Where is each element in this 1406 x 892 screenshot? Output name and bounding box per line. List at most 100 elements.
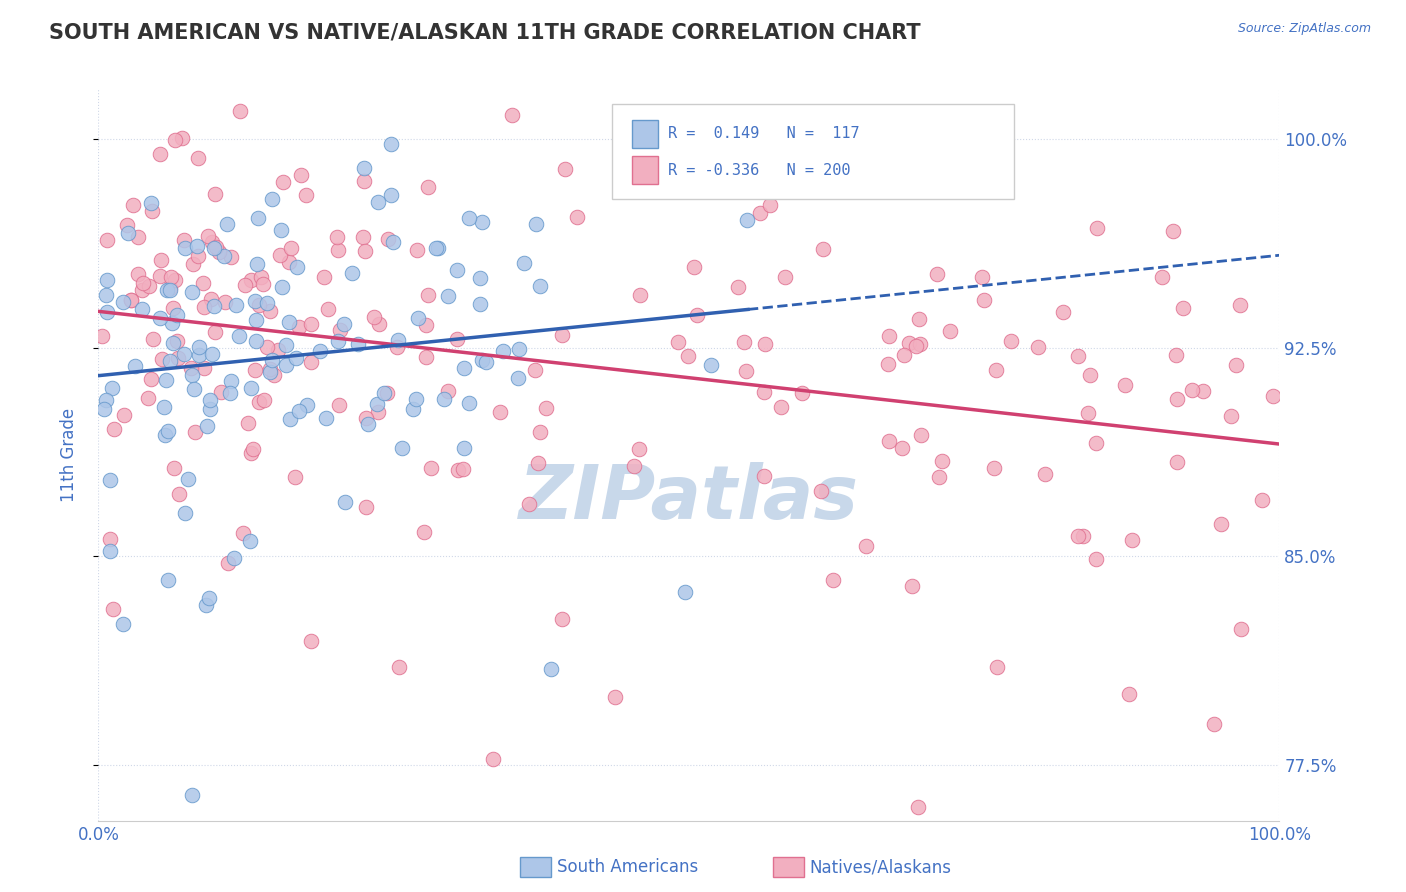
Point: [193, 300, 215, 314]
Point: [183, 382, 205, 396]
Point: [1166, 392, 1188, 406]
Point: [1000, 334, 1022, 348]
Point: [163, 273, 186, 287]
Point: [754, 384, 776, 399]
Point: [811, 243, 834, 257]
Point: [416, 287, 439, 301]
Point: [184, 425, 207, 440]
Point: [142, 332, 165, 346]
Point: [138, 278, 160, 293]
Point: [124, 359, 146, 374]
Point: [983, 461, 1005, 475]
Point: [387, 340, 409, 354]
Point: [101, 601, 124, 615]
Point: [405, 243, 427, 257]
Point: [181, 257, 204, 271]
Point: [276, 338, 298, 352]
Point: [391, 442, 413, 456]
Point: [1084, 552, 1107, 566]
Point: [326, 334, 349, 348]
Point: [810, 484, 832, 499]
Point: [1052, 305, 1074, 319]
Point: [253, 392, 276, 407]
Point: [278, 412, 301, 426]
Point: [228, 328, 250, 343]
Point: [252, 277, 274, 291]
Text: SOUTH AMERICAN VS NATIVE/ALASKAN 11TH GRADE CORRELATION CHART: SOUTH AMERICAN VS NATIVE/ALASKAN 11TH GR…: [49, 22, 921, 42]
Point: [141, 372, 163, 386]
Text: Source: ZipAtlas.com: Source: ZipAtlas.com: [1237, 22, 1371, 36]
Point: [447, 463, 470, 477]
Point: [1211, 517, 1233, 532]
Point: [188, 340, 211, 354]
Point: [136, 391, 159, 405]
Point: [141, 204, 163, 219]
Point: [287, 404, 309, 418]
Point: [512, 256, 534, 270]
Point: [790, 386, 813, 401]
Text: South Americans: South Americans: [557, 858, 697, 876]
Point: [214, 294, 236, 309]
Point: [240, 381, 263, 395]
Point: [354, 244, 377, 259]
Point: [219, 250, 242, 264]
Point: [285, 260, 308, 275]
Point: [316, 301, 339, 316]
Point: [96, 233, 118, 247]
Point: [159, 283, 181, 297]
Point: [150, 351, 173, 366]
Point: [93, 401, 115, 416]
Point: [984, 363, 1007, 377]
Y-axis label: 11th Grade: 11th Grade: [59, 408, 77, 502]
Point: [284, 469, 307, 483]
Point: [186, 238, 208, 252]
Point: [1033, 467, 1056, 481]
Point: [329, 323, 352, 337]
Point: [263, 368, 285, 383]
Point: [1084, 436, 1107, 450]
Point: [453, 361, 475, 376]
Point: [163, 133, 186, 147]
Point: [299, 355, 322, 369]
Point: [550, 612, 572, 626]
Point: [529, 425, 551, 440]
Point: [204, 325, 226, 339]
Point: [246, 257, 269, 271]
Point: [418, 179, 440, 194]
Point: [246, 211, 269, 226]
Point: [326, 243, 349, 257]
Point: [212, 249, 235, 263]
Point: [1250, 493, 1272, 508]
Point: [907, 799, 929, 814]
Point: [380, 137, 402, 152]
Point: [433, 392, 456, 406]
Point: [243, 363, 266, 377]
Point: [259, 365, 281, 379]
Point: [187, 152, 209, 166]
Point: [1121, 533, 1143, 548]
Point: [181, 368, 204, 382]
Point: [801, 181, 824, 195]
Point: [821, 574, 844, 588]
Point: [198, 392, 221, 407]
Point: [877, 434, 900, 448]
Text: R =  0.149   N =  117: R = 0.149 N = 117: [668, 127, 859, 141]
Point: [908, 336, 931, 351]
Point: [970, 270, 993, 285]
Point: [529, 279, 551, 293]
Point: [405, 392, 427, 407]
Point: [446, 263, 468, 277]
Point: [676, 349, 699, 363]
Point: [453, 441, 475, 455]
Point: [239, 534, 262, 549]
Point: [1085, 221, 1108, 235]
Point: [217, 557, 239, 571]
Point: [735, 212, 758, 227]
Point: [202, 241, 225, 255]
Point: [200, 292, 222, 306]
Point: [194, 598, 217, 612]
Point: [550, 328, 572, 343]
Point: [153, 428, 176, 442]
Point: [402, 402, 425, 417]
Point: [149, 310, 172, 325]
